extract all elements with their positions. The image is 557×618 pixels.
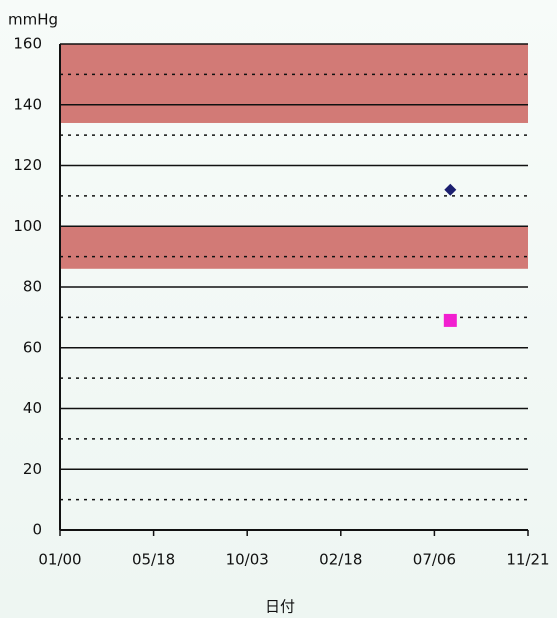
- point: [443, 313, 457, 327]
- x-tick-label: 01/00: [38, 551, 81, 569]
- y-tick-label: 20: [23, 460, 42, 478]
- x-tick-label: 05/18: [132, 551, 175, 569]
- y-tick-label: 100: [13, 217, 42, 235]
- x-axis-label: 日付: [265, 598, 295, 616]
- y-tick-label: 0: [32, 521, 42, 539]
- x-tick-label: 02/18: [319, 551, 362, 569]
- y-tick-label: 40: [23, 399, 42, 417]
- y-tick-label: 140: [13, 95, 42, 113]
- reference-band: [60, 44, 528, 123]
- point: [444, 183, 457, 196]
- y-tick-label: 60: [23, 338, 42, 356]
- y-tick-label: 120: [13, 156, 42, 174]
- reference-band: [60, 226, 528, 269]
- x-tick-label: 10/03: [226, 551, 269, 569]
- x-tick-label: 11/21: [506, 551, 549, 569]
- x-tick-label: 07/06: [413, 551, 456, 569]
- y-axis-label: mmHg: [8, 11, 58, 29]
- y-tick-label: 160: [13, 35, 42, 53]
- y-tick-label: 80: [23, 278, 42, 296]
